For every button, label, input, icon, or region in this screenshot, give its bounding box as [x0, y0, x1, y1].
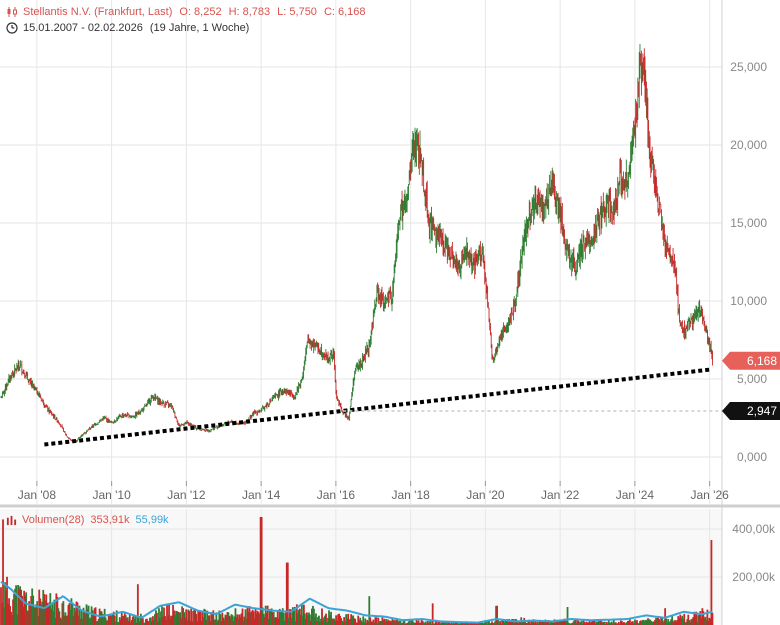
volume-legend: Volumen(28) 353,91k 55,99k [6, 514, 175, 526]
duration: (19 Jahre, 1 Woche) [150, 22, 249, 34]
high-value: H: 8,783 [229, 6, 271, 18]
x-tick-label: Jan '08 [18, 488, 57, 502]
y-tick-label: 5,000 [737, 372, 767, 386]
volume-tick-label: 200,00k [732, 570, 776, 584]
x-tick-label: Jan '18 [391, 488, 430, 502]
volume-label: Volumen(28) [22, 514, 84, 526]
trendline-price-badge: 2,947 [747, 404, 777, 418]
last-price-badge: 6,168 [747, 354, 777, 368]
y-tick-label: 20,000 [730, 138, 767, 152]
volume-bar [712, 613, 714, 625]
low-value: L: 5,750 [277, 6, 317, 18]
y-tick-label: 15,000 [730, 216, 767, 230]
date-range: 15.01.2007 - 02.02.2026 [23, 22, 143, 34]
x-tick-label: Jan '14 [242, 488, 281, 502]
volume-bar [432, 603, 434, 625]
x-tick-label: Jan '10 [92, 488, 131, 502]
x-tick-label: Jan '12 [167, 488, 206, 502]
candlestick-icon [6, 6, 18, 18]
clock-icon [6, 22, 18, 34]
x-tick-label: Jan '20 [466, 488, 505, 502]
x-tick-label: Jan '22 [541, 488, 580, 502]
x-tick-label: Jan '26 [690, 488, 729, 502]
volume-value: 353,91k [90, 514, 129, 526]
chart-header-line1: Stellantis N.V. (Frankfurt, Last) O: 8,2… [6, 6, 373, 18]
volume-tick-label: 400,00k [732, 522, 776, 536]
x-tick-label: Jan '24 [616, 488, 655, 502]
instrument-name: Stellantis N.V. (Frankfurt, Last) [23, 6, 172, 18]
bar-chart-icon [6, 515, 17, 526]
volume-bar [287, 563, 289, 625]
x-tick-label: Jan '16 [317, 488, 356, 502]
y-tick-label: 25,000 [730, 60, 767, 74]
price-panel-background [0, 0, 722, 504]
volume-panel-background [0, 509, 722, 625]
close-value: C: 6,168 [324, 6, 366, 18]
chart-header-line2: 15.01.2007 - 02.02.2026 (19 Jahre, 1 Woc… [6, 22, 256, 34]
y-tick-label: 0,000 [737, 450, 767, 464]
open-value: O: 8,252 [179, 6, 221, 18]
volume-average-value: 55,99k [136, 514, 169, 526]
y-tick-label: 10,000 [730, 294, 767, 308]
volume-bar [567, 607, 569, 625]
